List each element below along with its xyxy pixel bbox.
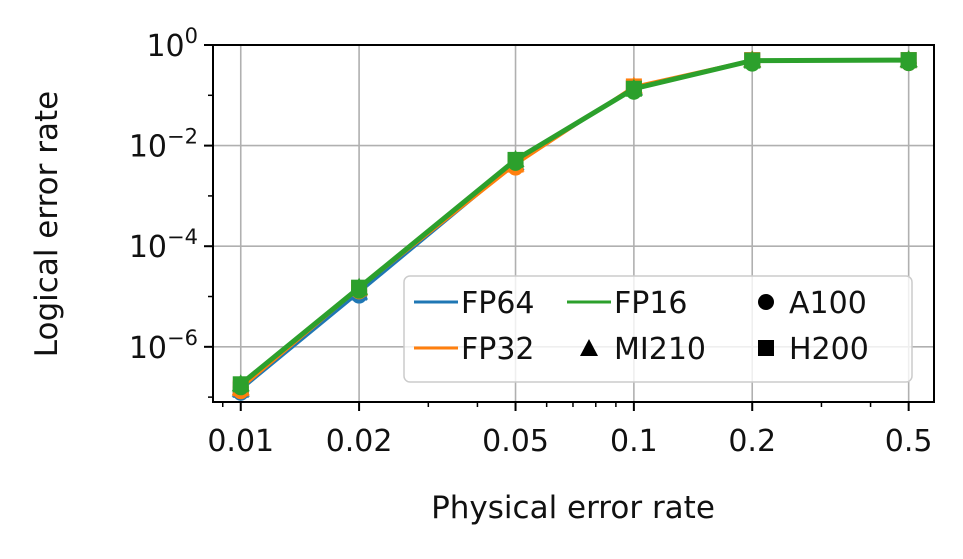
x-tick-label: 0.05 [482,424,549,459]
legend-circle-marker-icon [758,294,774,310]
x-tick-label: 0.2 [728,424,776,459]
point-square-fp16 [744,52,761,69]
legend-fp64-label: FP64 [461,286,535,321]
x-tick-label: 0.02 [326,424,393,459]
x-tick-label: 0.01 [207,424,274,459]
series-group [231,50,918,401]
legend-square-marker-icon [758,340,774,356]
y-tick-label: 10−2 [129,125,198,165]
point-square-fp16 [900,52,917,69]
legend-fp32-label: FP32 [461,332,535,367]
legend-triangle-marker-icon [580,339,598,356]
point-square-fp16 [507,151,524,168]
y-tick-label: 10−4 [129,225,198,265]
legend-box [403,275,913,383]
point-square-fp16 [625,80,642,97]
x-tick-label: 0.5 [885,424,933,459]
series-line-fp16 [239,57,909,387]
axis-ticks: 0.01 0.02 0.05 0.1 0.2 0.5 100 10−2 10−4 10−6 [129,24,933,459]
legend-a100-label: A100 [789,286,867,321]
y-axis-label: Logical error rate [29,91,65,357]
legend: FP64 FP16 A100 FP32 MI210 H200 [403,275,913,383]
x-tick-label: 0.1 [610,424,658,459]
legend-mi210-label: MI210 [614,332,706,367]
y-tick-label: 10−6 [129,326,198,366]
point-square-fp16 [351,279,368,296]
x-axis-label: Physical error rate [431,490,715,526]
legend-h200-label: H200 [789,332,869,367]
point-square-fp16 [232,376,249,393]
legend-fp16-label: FP16 [614,286,688,321]
y-tick-label: 100 [146,24,198,64]
